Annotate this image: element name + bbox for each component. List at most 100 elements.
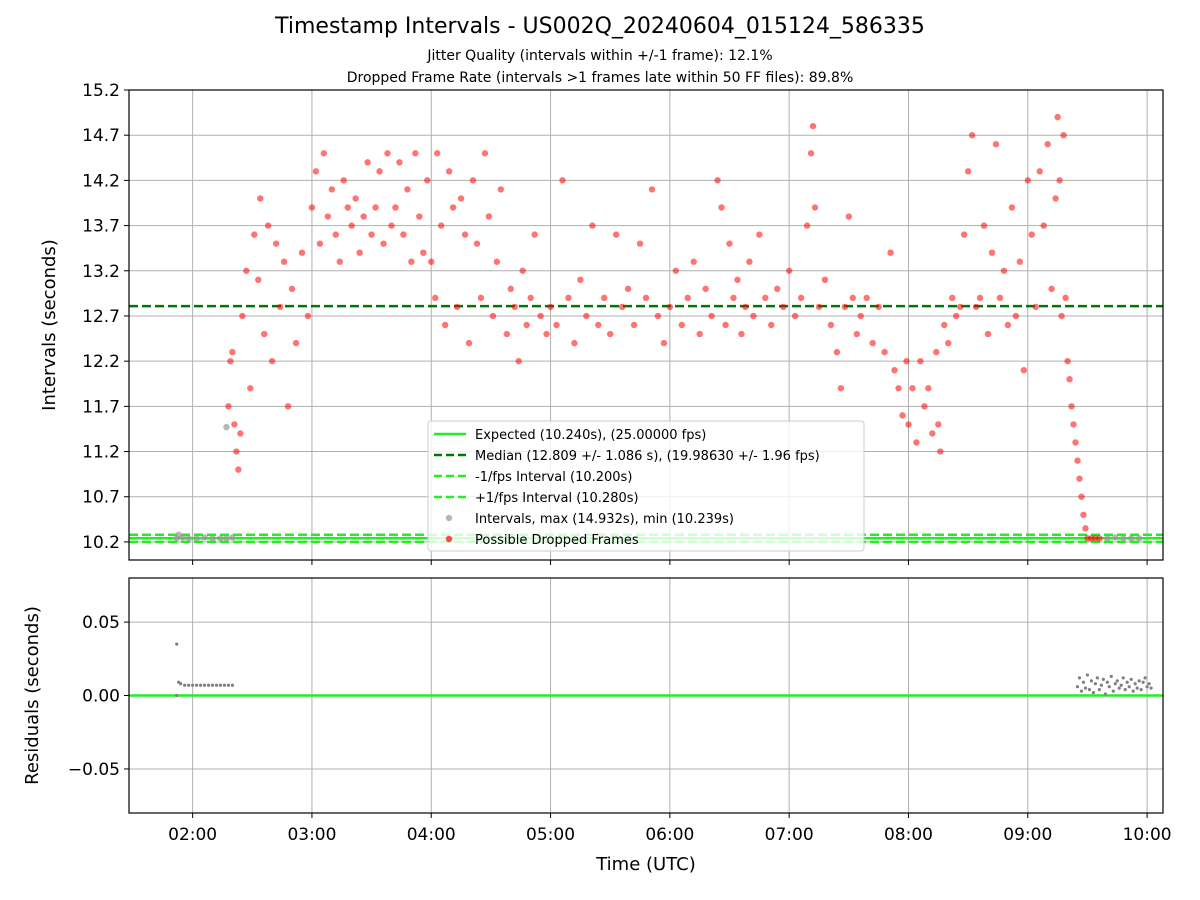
data-point xyxy=(1120,535,1127,542)
data-point xyxy=(237,430,244,437)
data-point xyxy=(933,348,940,356)
data-point xyxy=(1125,680,1129,684)
data-point xyxy=(257,195,264,202)
data-point xyxy=(531,231,538,238)
data-point xyxy=(1119,683,1123,687)
data-point xyxy=(811,204,819,211)
data-point xyxy=(742,303,749,311)
data-point xyxy=(1087,688,1092,692)
data-point xyxy=(1113,682,1117,686)
y-tick-label: 13.2 xyxy=(82,262,120,282)
data-point xyxy=(809,122,817,130)
data-point xyxy=(1139,688,1143,692)
data-point xyxy=(489,312,497,320)
data-point xyxy=(956,303,964,311)
data-point xyxy=(559,177,566,184)
legend-label: Intervals, max (14.932s), min (10.239s) xyxy=(475,512,734,527)
data-point xyxy=(187,683,191,687)
data-point xyxy=(1105,680,1109,684)
chart-subtitle-dropped: Dropped Frame Rate (intervals >1 frames … xyxy=(346,70,854,86)
data-point xyxy=(209,535,216,542)
data-point xyxy=(660,339,668,347)
data-point xyxy=(960,231,968,238)
data-point xyxy=(191,683,195,687)
data-point xyxy=(1056,177,1063,184)
data-point xyxy=(396,159,403,166)
data-point xyxy=(1141,680,1145,684)
y-tick-label: 11.7 xyxy=(82,397,120,417)
data-point xyxy=(332,231,339,238)
legend-label: Expected (10.240s), (25.00000 fps) xyxy=(475,428,706,443)
data-point xyxy=(1040,222,1047,229)
data-point xyxy=(964,168,972,175)
data-point xyxy=(941,321,948,329)
data-point xyxy=(1123,688,1127,692)
data-point xyxy=(827,321,835,329)
data-point xyxy=(1075,685,1080,689)
data-point xyxy=(1083,686,1088,690)
data-point xyxy=(833,348,841,356)
data-point xyxy=(1109,674,1113,679)
data-point xyxy=(1077,676,1082,680)
x-tick-label: 05:00 xyxy=(526,825,575,845)
data-point xyxy=(1111,689,1115,693)
data-point xyxy=(589,222,596,229)
data-point xyxy=(376,168,383,175)
data-point xyxy=(785,267,793,274)
data-point xyxy=(1143,676,1147,680)
data-point xyxy=(734,276,741,284)
data-point xyxy=(1093,682,1097,686)
data-point xyxy=(762,294,769,302)
data-point xyxy=(284,403,292,410)
data-point xyxy=(328,186,336,193)
data-point xyxy=(457,195,465,202)
data-point xyxy=(201,534,208,541)
data-point xyxy=(1058,312,1065,320)
data-point xyxy=(288,285,296,293)
data-point xyxy=(412,150,419,157)
data-point xyxy=(746,258,753,265)
data-point xyxy=(730,294,737,302)
data-point xyxy=(247,385,254,392)
data-point xyxy=(251,231,258,238)
y-tick-label: 14.2 xyxy=(82,171,120,191)
data-point xyxy=(230,683,234,687)
data-point xyxy=(432,294,439,302)
data-point xyxy=(424,177,431,184)
data-point xyxy=(642,294,650,302)
data-point xyxy=(1149,686,1153,690)
data-point xyxy=(869,339,876,347)
data-point xyxy=(1089,679,1094,683)
legend-dot-swatch xyxy=(445,535,453,543)
data-point xyxy=(497,186,505,193)
data-point xyxy=(577,276,584,284)
data-point xyxy=(195,683,199,687)
y-tick-label: 15.2 xyxy=(82,81,120,101)
data-point xyxy=(428,258,435,265)
data-point xyxy=(696,330,703,338)
data-point xyxy=(949,294,956,302)
data-point xyxy=(1131,689,1135,693)
data-point xyxy=(937,448,944,455)
data-point xyxy=(356,249,363,256)
y-tick-label: 14.7 xyxy=(82,126,120,146)
y-tick-label: 12.2 xyxy=(82,352,120,372)
data-point xyxy=(1104,535,1111,542)
data-point xyxy=(1068,403,1075,410)
data-point xyxy=(485,213,493,220)
data-point xyxy=(857,312,864,320)
data-point xyxy=(1020,366,1028,374)
data-point xyxy=(206,683,211,687)
data-point xyxy=(1085,673,1090,677)
data-point xyxy=(193,535,200,542)
data-point xyxy=(175,642,179,646)
data-point xyxy=(1032,303,1039,311)
data-point xyxy=(368,231,375,238)
x-tick-label: 08:00 xyxy=(884,825,933,845)
data-point xyxy=(1097,688,1101,692)
data-point xyxy=(183,683,187,687)
data-point xyxy=(1060,131,1067,139)
data-point xyxy=(384,150,391,157)
data-point xyxy=(445,168,453,175)
x-tick-label: 10:00 xyxy=(1123,825,1172,845)
